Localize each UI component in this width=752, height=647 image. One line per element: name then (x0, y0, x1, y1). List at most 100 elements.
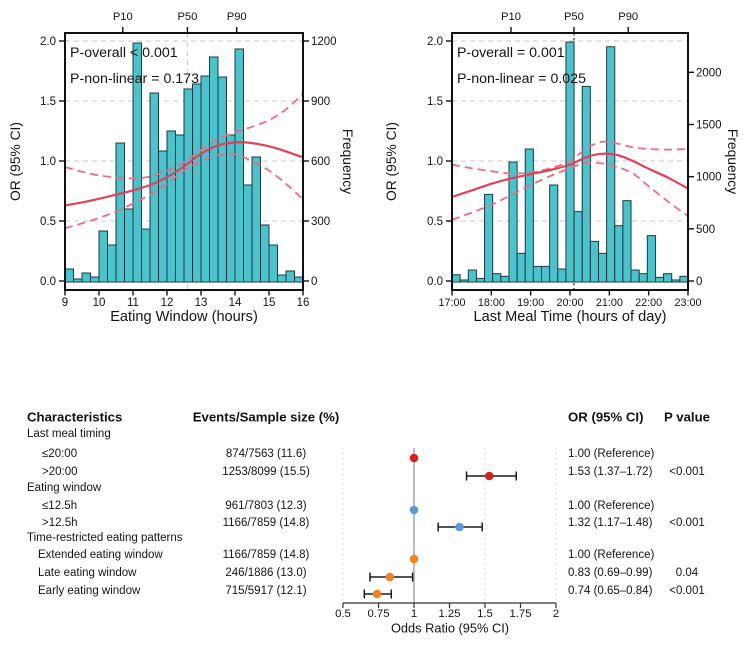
histogram-bar (541, 265, 551, 283)
or-point (484, 471, 494, 481)
or-tick-label: 1.5 (40, 96, 56, 108)
freq-tick-label: 900 (311, 96, 330, 108)
or-point (372, 589, 382, 599)
histogram-bar (192, 83, 202, 283)
ci-lower-line (64, 152, 304, 230)
x-axis-title: Last Meal Time (hours of day) (473, 309, 666, 325)
x-tick-label: 22:00 (635, 297, 662, 309)
chart-last-meal-time: 17:00 18:00 19:00 20:00 21:00 22:00 23:00 0.0 0.… (384, 11, 740, 325)
y-axis-title-frequency: Frequency (340, 129, 355, 194)
x-axis-title: Eating Window (hours) (110, 309, 258, 325)
x-tick-label: 18:00 (478, 297, 505, 309)
or-tick-label: 0.5 (40, 216, 56, 228)
forest-row-label: ≤20:00 (42, 448, 78, 460)
p-annotation: P-overall = 0.001 (457, 45, 565, 61)
histogram-bar (581, 85, 591, 283)
forest-row-label: >20:00 (42, 466, 78, 478)
forest-group-label: Last meal timing (27, 428, 111, 440)
histogram-bar (459, 279, 469, 283)
histogram-bar (484, 193, 494, 283)
forest-row-label: Early eating window (38, 585, 141, 597)
histogram-bar (638, 273, 648, 283)
forest-row-or-text: 1.32 (1.17–1.48) (568, 517, 653, 529)
forest-row-pvalue: <0.001 (669, 466, 705, 478)
forest-row-events: 874/7563 (11.6) (225, 448, 307, 460)
percentile-label: P90 (227, 11, 247, 23)
forest-row-pvalue: <0.001 (669, 517, 705, 529)
ci-upper-line (64, 93, 304, 180)
forest-axis-tick-label: 0.75 (368, 608, 390, 620)
histogram-bar (200, 75, 210, 283)
histogram-bar (492, 273, 502, 283)
forest-row-label: ≤12.5h (42, 500, 78, 512)
forest-row-events: 1166/7859 (14.8) (222, 549, 310, 561)
freq-tick-label: 0 (311, 276, 317, 288)
forest-row-or-text: 1.00 (Reference) (568, 500, 655, 512)
percentile-label: P50 (564, 11, 584, 23)
x-tick-label: 11 (127, 297, 139, 309)
histogram-bar (73, 278, 83, 283)
freq-tick-label: 500 (696, 224, 715, 236)
chart-eating-window: 9 10 11 12 13 14 15 16 0.0 0.5 1.0 1.5 2.0 0 300 600 900… (8, 11, 355, 325)
forest-row-pvalue: 0.04 (675, 567, 699, 579)
histogram-bar (64, 268, 74, 283)
histogram-bar (260, 224, 270, 283)
eating-window-panel: 9 10 11 12 13 14 15 16 0.0 0.5 1.0 1.5 2.0 0 300 600 900… (8, 11, 355, 325)
histogram-bar (524, 148, 534, 283)
forest-header-or: OR (95% CI) (568, 409, 644, 425)
histogram-bar (115, 142, 125, 283)
forest-row-or-text: 0.83 (0.69–0.99) (568, 567, 653, 579)
x-tick-label: 10 (93, 297, 106, 309)
forest-header-pvalue: P value (664, 409, 710, 425)
histogram-bar (285, 270, 295, 283)
x-tick-label: 19:00 (517, 297, 544, 309)
x-tick-label: 23:00 (674, 297, 701, 309)
x-tick-label: 14 (229, 297, 242, 309)
histogram-bar (294, 276, 304, 283)
y-axis-title-or: OR (95% CI) (8, 122, 23, 201)
histogram-bar (277, 274, 287, 283)
x-tick-label: 21:00 (596, 297, 623, 309)
percentile-label: P10 (113, 11, 133, 23)
histogram-bar (532, 265, 543, 283)
freq-tick-label: 600 (311, 156, 330, 168)
histogram-bar (508, 161, 518, 283)
forest-row-events: 961/7803 (12.3) (225, 500, 307, 512)
or-tick-label: 0.0 (427, 276, 443, 288)
or-tick-label: 1.0 (427, 156, 443, 168)
percentile-label: P10 (501, 11, 521, 23)
forest-axis-tick-label: 1.5 (477, 608, 493, 620)
histogram-bar (166, 130, 176, 283)
x-tick-label: 20:00 (556, 297, 583, 309)
x-tick-label: 15 (263, 297, 276, 309)
forest-plot-canvas: 0.5 0.75 1 1.25 1.5 1.75 2 (335, 448, 559, 620)
or-point (455, 522, 464, 532)
forest-axis-title: Odds Ratio (95% CI) (390, 620, 510, 636)
histogram-bar (589, 240, 599, 283)
forest-row-events: 246/1886 (13.0) (225, 567, 307, 579)
forest-row-label: >12.5h (42, 517, 78, 529)
histogram-bar (81, 272, 91, 283)
histogram-bar (175, 134, 185, 283)
forest-row-label: Late eating window (38, 567, 137, 579)
forest-row-or-text: 1.53 (1.37–1.72) (568, 466, 653, 478)
forest-row-or-text: 1.00 (Reference) (568, 448, 655, 460)
x-tick-label: 17:00 (438, 297, 465, 309)
x-tick-label: 16 (297, 297, 310, 309)
or-tick-label: 2.0 (40, 36, 56, 48)
histogram-bar (226, 134, 236, 283)
or-point (409, 505, 419, 515)
forest-row-events: 1166/7859 (14.8) (222, 517, 310, 529)
histogram-bar (671, 279, 681, 283)
freq-tick-label: 1500 (696, 119, 722, 131)
x-tick-label: 9 (62, 297, 68, 309)
histogram-bar (622, 200, 632, 283)
or-tick-label: 2.0 (427, 36, 443, 48)
percentile-label: P90 (618, 11, 638, 23)
freq-tick-label: 300 (311, 216, 330, 228)
freq-tick-label: 1000 (696, 172, 722, 184)
forest-header-events: Events/Sample size (%) (192, 409, 340, 425)
or-tick-label: 0.5 (427, 216, 443, 228)
histogram-bar (107, 244, 117, 283)
